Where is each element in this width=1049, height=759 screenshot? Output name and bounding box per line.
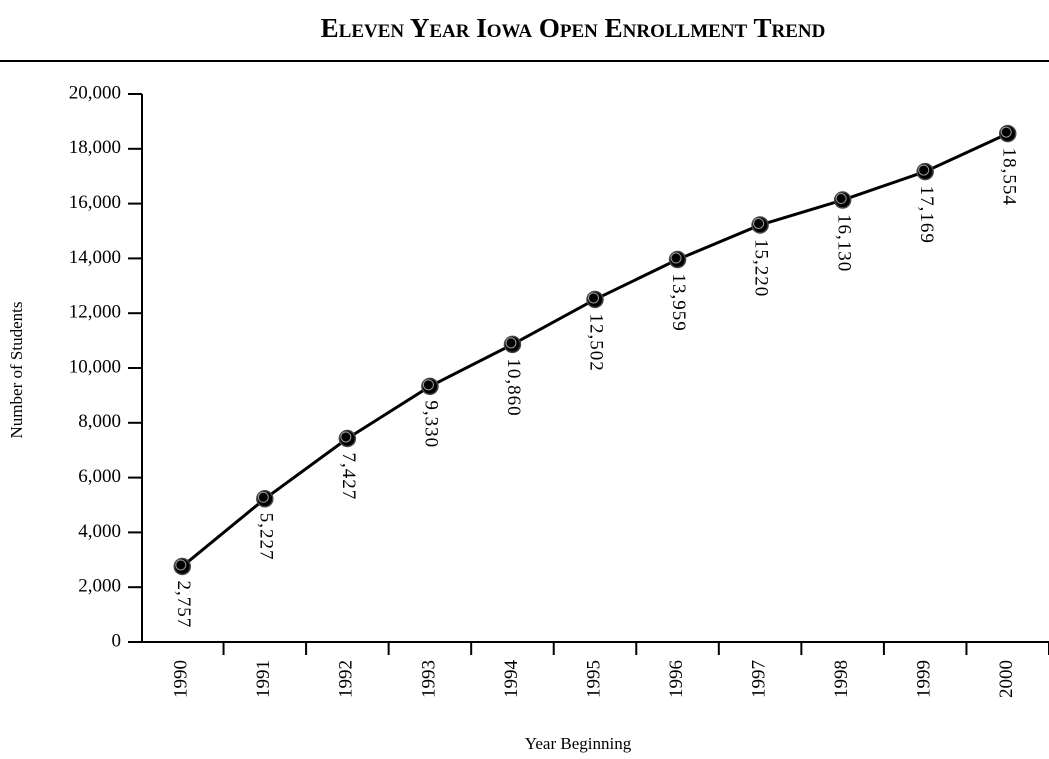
x-tick-label: 1999 <box>914 660 935 698</box>
marker-highlight <box>835 193 847 205</box>
data-label: 17,169 <box>916 186 937 244</box>
y-tick-label: 10,000 <box>69 356 121 377</box>
data-label: 7,427 <box>338 453 359 501</box>
marker-highlight <box>505 337 517 349</box>
y-tick-label: 20,000 <box>69 82 121 103</box>
marker <box>833 191 852 209</box>
x-tick-label: 1996 <box>666 660 687 698</box>
y-tick-label: 18,000 <box>69 137 121 158</box>
y-tick-label: 0 <box>112 630 122 651</box>
data-label: 13,959 <box>668 274 689 332</box>
data-label: 15,220 <box>751 239 772 297</box>
y-tick-label: 8,000 <box>78 411 121 432</box>
x-tick-label: 1992 <box>336 660 357 698</box>
marker <box>916 162 934 181</box>
marker-highlight <box>670 252 682 264</box>
marker-highlight <box>588 292 599 304</box>
x-tick-label: 1997 <box>748 660 769 698</box>
marker <box>421 377 439 396</box>
x-tick-label: 1993 <box>418 660 439 698</box>
marker <box>338 429 357 448</box>
marker <box>751 216 769 234</box>
chart-title: Eleven Year Iowa Open Enrollment Trend <box>321 13 826 43</box>
y-tick-label: 2,000 <box>78 576 121 597</box>
data-label: 10,860 <box>503 358 524 416</box>
y-tick-label: 4,000 <box>78 521 121 542</box>
marker-highlight <box>340 431 352 443</box>
marker-highlight <box>1000 126 1012 138</box>
x-tick-label: 1991 <box>253 660 274 698</box>
x-axis-label: Year Beginning <box>525 734 632 753</box>
marker <box>998 124 1017 143</box>
y-tick-label: 14,000 <box>69 247 121 268</box>
marker-highlight <box>175 559 187 571</box>
data-label: 12,502 <box>586 313 607 371</box>
data-label: 18,554 <box>998 148 1019 206</box>
marker <box>586 290 604 309</box>
x-tick-label: 1990 <box>171 660 192 698</box>
y-tick-label: 16,000 <box>69 192 121 213</box>
y-tick-label: 6,000 <box>78 466 121 487</box>
data-label: 16,130 <box>833 214 854 272</box>
y-tick-label: 12,000 <box>69 302 121 323</box>
x-tick-label: 2000 <box>996 660 1017 698</box>
x-tick-label: 1994 <box>501 660 522 699</box>
data-label: 2,757 <box>173 580 194 628</box>
x-tick-label: 1995 <box>583 660 604 698</box>
x-tick-label: 1998 <box>831 660 852 698</box>
marker <box>503 335 522 354</box>
marker-highlight <box>422 379 434 391</box>
marker <box>256 490 274 508</box>
marker-highlight <box>918 164 930 176</box>
y-axis-label: Number of Students <box>7 302 26 439</box>
marker <box>668 250 687 269</box>
data-label: 5,227 <box>255 513 276 561</box>
data-label: 9,330 <box>421 400 442 448</box>
marker-highlight <box>753 217 765 229</box>
marker-highlight <box>257 491 269 503</box>
marker <box>173 557 192 576</box>
